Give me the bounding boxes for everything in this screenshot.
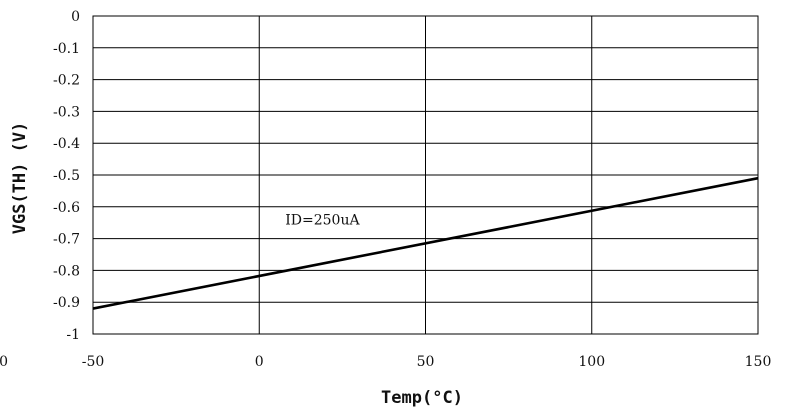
y-tick-label: -0.7 — [53, 232, 80, 248]
annotations: ID=250uA — [285, 213, 360, 229]
y-tick-label: -0.6 — [53, 200, 80, 216]
y-tick-label: -0.9 — [53, 295, 80, 311]
x-tick-label: 0 — [255, 354, 264, 370]
x-axis-label: Temp(°C) — [381, 388, 463, 408]
plot-area-border — [92, 15, 759, 335]
x-tick-label: 150 — [745, 354, 772, 370]
x-tick-labels: -50 0 50 100 150 — [82, 354, 772, 370]
y-tick-label: -0.3 — [53, 104, 80, 120]
series-line — [92, 176, 759, 310]
annotation-label: ID=250uA — [285, 213, 360, 229]
grid-lines — [92, 15, 759, 335]
y-tick-label: -0.2 — [53, 73, 80, 89]
y-tick-label: -0.4 — [53, 136, 80, 152]
series-layer — [92, 176, 759, 310]
y-axis-label: VGS(TH) (V) — [10, 122, 30, 235]
x-tick-label: -50 — [82, 354, 105, 370]
y-tick-label: -0.5 — [53, 168, 80, 184]
y-tick-label: -1 — [66, 327, 80, 343]
x-tick-label: 50 — [417, 354, 435, 370]
y-tick-labels: 0 -0.1 -0.2 -0.3 -0.4 -0.5 -0.6 -0.7 -0.8 -0.9 -1 — [53, 9, 80, 343]
clipped-x-tick-label: 50 — [0, 354, 8, 370]
x-tick-label: 100 — [578, 354, 605, 370]
y-tick-label: 0 — [71, 9, 80, 25]
y-tick-label: -0.1 — [53, 41, 80, 57]
y-tick-label: -0.8 — [53, 263, 80, 279]
